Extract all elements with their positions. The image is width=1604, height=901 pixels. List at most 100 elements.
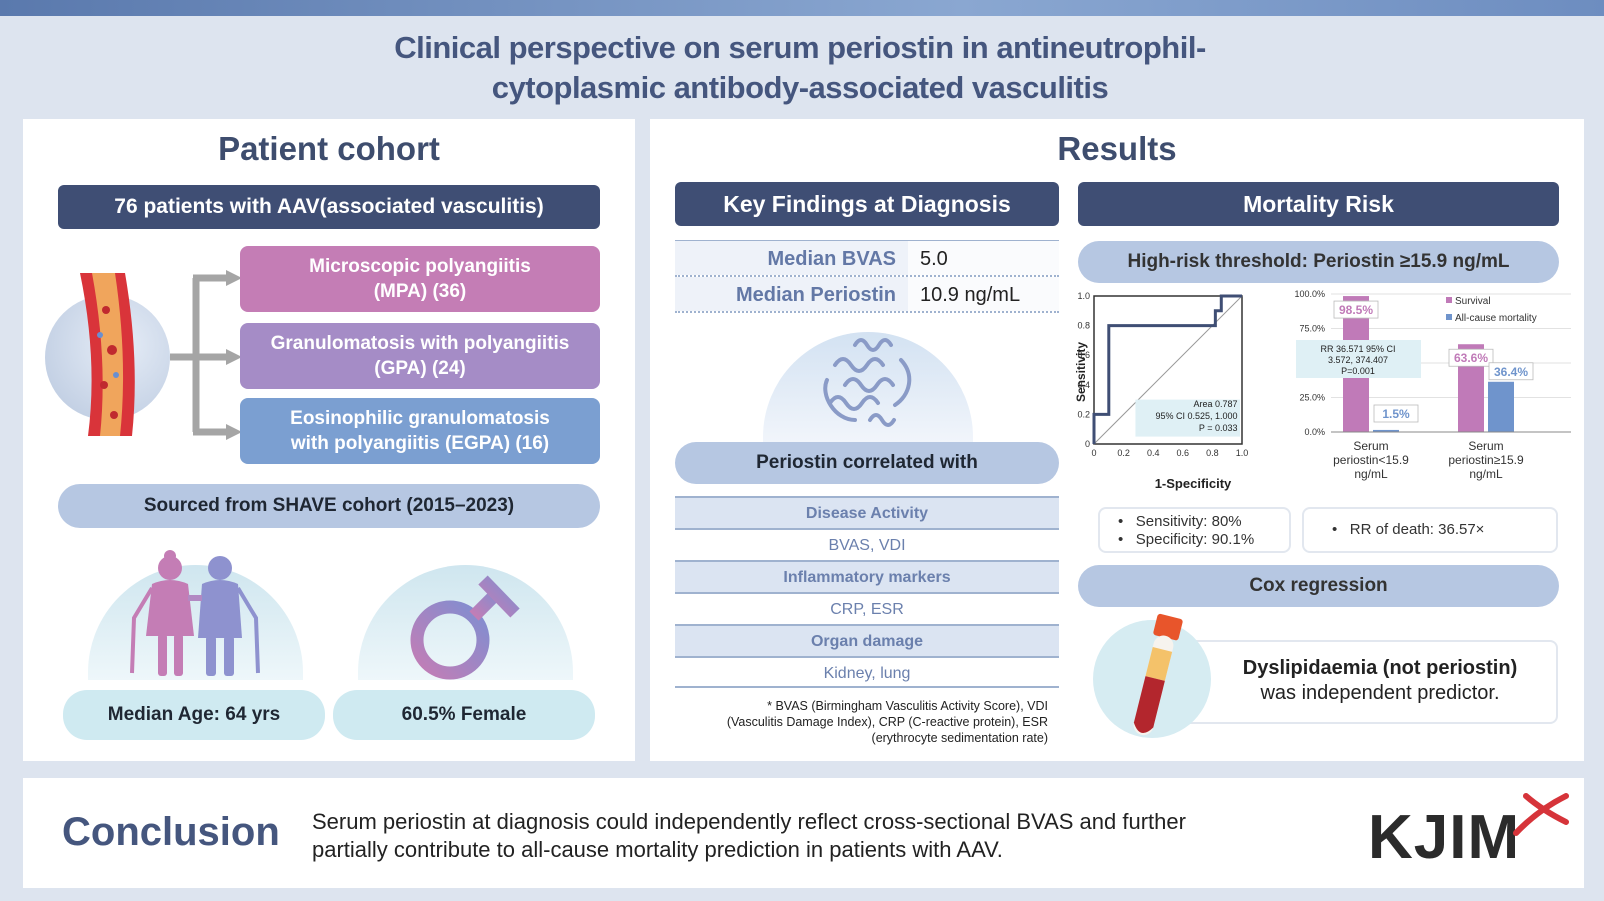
- type-gpa-line1: Granulomatosis with polyangiitis: [270, 333, 570, 354]
- mortality-title: Mortality Risk: [1078, 182, 1559, 226]
- protein-structure-icon: [823, 338, 912, 427]
- branch-arrows: [170, 270, 242, 440]
- results-heading: Results: [1057, 130, 1177, 167]
- bar-category-label: Serum: [1468, 439, 1503, 453]
- corr-category-disease: Disease Activity: [675, 496, 1059, 528]
- roc-plot-frame: [1093, 295, 1243, 445]
- specificity-item: • Specificity: 90.1%: [1118, 531, 1255, 548]
- roc-y-tick-label: 0.2: [1077, 409, 1090, 419]
- specificity-text: Specificity: 90.1%: [1135, 531, 1255, 548]
- bar-y-tick-label: 100.0%: [1294, 290, 1325, 299]
- key-findings-title: Key Findings at Diagnosis: [675, 182, 1059, 226]
- bar-legend-swatch: [1446, 297, 1452, 303]
- source-pill: Sourced from SHAVE cohort (2015–2023): [58, 484, 600, 528]
- bar-y-tick-label: 75.0%: [1299, 324, 1325, 334]
- cox-pill: Cox regression: [1078, 565, 1559, 607]
- cohort-heading: Patient cohort: [218, 130, 440, 167]
- type-gpa-box: Granulomatosis with polyangiitis (GPA) (2…: [240, 323, 600, 389]
- corr-items-organ: Kidney, lung: [675, 656, 1059, 688]
- cohort-banner: 76 patients with AAV(associated vasculit…: [58, 185, 600, 229]
- top-accent-bar: [0, 0, 1604, 16]
- bar-value-label: 63.6%: [1454, 351, 1488, 365]
- rr-text: RR of death: 36.57×: [1349, 521, 1485, 538]
- roc-x-tick-label: 1.0: [1236, 448, 1249, 458]
- kf-row-periostin: Median Periostin 10.9 ng/mL: [675, 277, 1059, 313]
- roc-y-tick-label: 0.4: [1077, 380, 1090, 390]
- bar-legend-label: All-cause mortality: [1455, 313, 1537, 324]
- bar-value-label-box: [1448, 348, 1494, 367]
- bar-annotation-text: 3.572, 374.407: [1328, 355, 1388, 365]
- footnote-line3: (erythrocyte sedimentation rate): [871, 731, 1048, 745]
- type-gpa-line2: (GPA) (24): [374, 358, 466, 379]
- corr-category-inflammatory: Inflammatory markers: [675, 560, 1059, 592]
- female-pill: 60.5% Female: [333, 690, 595, 740]
- roc-y-tick-label: 0.6: [1077, 350, 1090, 360]
- bar-legend-label: Survival: [1455, 296, 1491, 307]
- roc-annotation-box: [1135, 399, 1240, 437]
- roc-chart: Sensitivity 1-Specificity 0 0.2 0.4 0.6 0.8 1…: [1074, 292, 1249, 491]
- page-title: Clinical perspective on serum periostin …: [200, 28, 1400, 108]
- median-age-pill: Median Age: 64 yrs: [63, 690, 325, 740]
- roc-y-tick-label: 1.0: [1077, 292, 1090, 301]
- type-egpa-line2: with polyangiitis (EGPA) (16): [290, 433, 550, 454]
- correlated-pill: Periostin correlated with: [675, 442, 1059, 484]
- type-mpa-line1: Microscopic polyangiitis: [309, 256, 531, 277]
- type-mpa-box: Microscopic polyangiitis (MPA) (36): [240, 246, 600, 312]
- kf-row-bvas: Median BVAS 5.0: [675, 241, 1059, 277]
- corr-items-disease: BVAS, VDI: [675, 528, 1059, 560]
- bar-all-cause-mortality-1: [1488, 381, 1514, 432]
- kf-bvas-label: Median BVAS: [675, 241, 908, 275]
- roc-x-tick-label: 0.4: [1147, 448, 1160, 458]
- bar-value-label-box: [1333, 300, 1379, 319]
- kf-bvas-value: 5.0: [908, 241, 1059, 275]
- bar-category-label: ng/mL: [1354, 467, 1388, 481]
- kf-periostin-value: 10.9 ng/mL: [908, 277, 1059, 311]
- kjim-logo-mark: [1513, 793, 1569, 836]
- roc-annotation-text: 95% CI 0.525, 1.000: [1155, 411, 1237, 421]
- footnote-line2: (Vasculitis Damage Index), CRP (C-reacti…: [726, 715, 1048, 729]
- bar-y-tick-label: 25.0%: [1299, 393, 1325, 403]
- bar-category-label: Serum: [1353, 439, 1388, 453]
- roc-y-axis-label: Sensitivity: [1074, 342, 1088, 402]
- conclusion-heading: Conclusion: [62, 810, 280, 854]
- sens-spec-box: • Sensitivity: 80% • Specificity: 90.1%: [1098, 507, 1291, 553]
- roc-reference-line: [1093, 295, 1243, 445]
- sensitivity-text: Sensitivity: 80%: [1135, 513, 1242, 530]
- bar-y-tick-label: 0.0%: [1304, 427, 1325, 437]
- roc-y-tick-label: 0: [1085, 439, 1090, 449]
- conclusion-panel: [23, 778, 1584, 888]
- roc-x-tick-label: 0.6: [1177, 448, 1190, 458]
- threshold-pill: High-risk threshold: Periostin ≥15.9 ng/…: [1078, 241, 1559, 283]
- cox-result-text: Dyslipidaemia (not periostin) was indepe…: [1210, 656, 1550, 706]
- roc-x-tick-label: 0.2: [1117, 448, 1130, 458]
- kf-periostin-label: Median Periostin: [675, 277, 908, 311]
- female-symbol-icon: [410, 575, 520, 680]
- roc-annotation-text: Area 0.787: [1194, 399, 1238, 409]
- roc-annotation-text: P = 0.033: [1199, 423, 1238, 433]
- blood-tube-icon: [1133, 613, 1183, 736]
- footnote-line1: * BVAS (Birmingham Vasculitis Activity S…: [767, 699, 1048, 713]
- bar-category-label: ng/mL: [1469, 467, 1503, 481]
- title-line-1: Clinical perspective on serum periostin …: [394, 30, 1206, 65]
- roc-x-tick-label: 0: [1091, 448, 1096, 458]
- kjim-logo: KJIM: [1368, 803, 1521, 872]
- bar-value-label-box: [1373, 404, 1419, 423]
- blood-vessel-icon: [80, 273, 135, 436]
- bar-all-cause-mortality-0: [1373, 429, 1399, 432]
- elderly-couple-icon: [130, 550, 260, 676]
- rr-box: • RR of death: 36.57×: [1302, 507, 1558, 553]
- bar-annotation-text: P=0.001: [1341, 366, 1375, 376]
- roc-curve-line: [1092, 294, 1242, 444]
- corr-category-organ: Organ damage: [675, 624, 1059, 656]
- roc-y-tick-label: 0.8: [1077, 321, 1090, 331]
- bar-annotation-text: RR 36.571 95% CI: [1320, 344, 1395, 354]
- footnote: * BVAS (Birmingham Vasculitis Activity S…: [680, 698, 1048, 746]
- bar-annotation-box: [1296, 340, 1421, 378]
- bar-value-label-box: [1488, 362, 1534, 381]
- bar-category-label: periostin<15.9: [1333, 453, 1409, 467]
- cox-result-line1: Dyslipidaemia (not periostin): [1242, 657, 1518, 679]
- type-mpa-line2: (MPA) (36): [373, 281, 467, 302]
- corr-items-inflammatory: CRP, ESR: [675, 592, 1059, 624]
- type-egpa-line1: Eosinophilic granulomatosis: [290, 408, 550, 429]
- roc-x-axis-label: 1-Specificity: [1155, 476, 1232, 491]
